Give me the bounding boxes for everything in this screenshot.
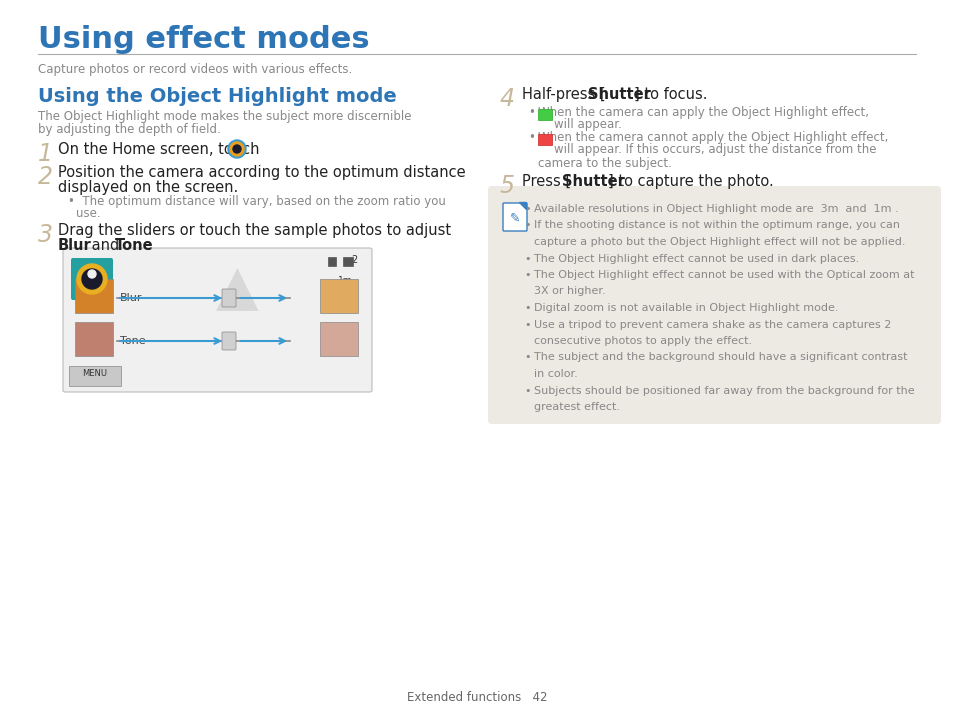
Text: •: • bbox=[523, 204, 530, 214]
FancyBboxPatch shape bbox=[75, 279, 112, 313]
FancyBboxPatch shape bbox=[69, 366, 121, 386]
Text: The subject and the background should have a significant contrast: The subject and the background should ha… bbox=[534, 353, 906, 362]
Text: Position the camera according to the optimum distance: Position the camera according to the opt… bbox=[58, 165, 465, 180]
FancyBboxPatch shape bbox=[75, 322, 112, 356]
Text: Digital zoom is not available in Object Highlight mode.: Digital zoom is not available in Object … bbox=[534, 303, 838, 313]
Text: The Object Highlight effect cannot be used in dark places.: The Object Highlight effect cannot be us… bbox=[534, 253, 859, 264]
Text: •: • bbox=[523, 220, 530, 230]
Text: and: and bbox=[87, 238, 124, 253]
Text: Blur: Blur bbox=[120, 293, 142, 303]
Circle shape bbox=[77, 264, 107, 294]
Text: Shutter: Shutter bbox=[561, 174, 624, 189]
FancyBboxPatch shape bbox=[537, 134, 552, 145]
Text: 4: 4 bbox=[499, 87, 515, 111]
Text: Available resolutions in Object Highlight mode are  3m  and  1m .: Available resolutions in Object Highligh… bbox=[534, 204, 898, 214]
Text: On the Home screen, touch: On the Home screen, touch bbox=[58, 142, 264, 157]
FancyBboxPatch shape bbox=[319, 322, 357, 356]
FancyBboxPatch shape bbox=[63, 248, 372, 392]
FancyBboxPatch shape bbox=[502, 203, 526, 231]
FancyBboxPatch shape bbox=[537, 109, 552, 120]
Text: When the camera cannot apply the Object Highlight effect,: When the camera cannot apply the Object … bbox=[537, 131, 887, 144]
Text: Use a tripod to prevent camera shake as the camera captures 2: Use a tripod to prevent camera shake as … bbox=[534, 320, 890, 330]
Text: 2: 2 bbox=[352, 255, 365, 265]
Text: Using the Object Highlight mode: Using the Object Highlight mode bbox=[38, 87, 396, 106]
Text: The Object Highlight effect cannot be used with the Optical zoom at: The Object Highlight effect cannot be us… bbox=[534, 270, 914, 280]
Circle shape bbox=[230, 142, 244, 156]
Text: •: • bbox=[523, 353, 530, 362]
Text: 3: 3 bbox=[38, 223, 53, 247]
Text: Shutter: Shutter bbox=[587, 87, 650, 102]
Text: Subjects should be positioned far away from the background for the: Subjects should be positioned far away f… bbox=[534, 385, 914, 395]
Text: •: • bbox=[523, 303, 530, 313]
Circle shape bbox=[233, 145, 241, 153]
Text: 2: 2 bbox=[38, 165, 53, 189]
Text: by adjusting the depth of field.: by adjusting the depth of field. bbox=[38, 123, 220, 136]
Text: will appear.: will appear. bbox=[554, 118, 621, 131]
Text: Extended functions   42: Extended functions 42 bbox=[406, 691, 547, 704]
Text: ] to focus.: ] to focus. bbox=[634, 87, 707, 102]
Circle shape bbox=[82, 269, 102, 289]
Text: MENU: MENU bbox=[82, 369, 108, 379]
Text: will appear. If this occurs, adjust the distance from the: will appear. If this occurs, adjust the … bbox=[554, 143, 876, 156]
Text: .: . bbox=[146, 238, 151, 253]
Text: ] to capture the photo.: ] to capture the photo. bbox=[607, 174, 773, 189]
Text: 5: 5 bbox=[499, 174, 515, 198]
Text: 1m: 1m bbox=[337, 276, 352, 285]
Text: Using effect modes: Using effect modes bbox=[38, 25, 369, 54]
Text: •: • bbox=[527, 106, 535, 119]
Text: Capture photos or record videos with various effects.: Capture photos or record videos with var… bbox=[38, 63, 352, 76]
FancyBboxPatch shape bbox=[222, 289, 235, 307]
Text: •: • bbox=[523, 253, 530, 264]
Text: Drag the sliders or touch the sample photos to adjust: Drag the sliders or touch the sample pho… bbox=[58, 223, 451, 238]
Text: When the camera can apply the Object Highlight effect,: When the camera can apply the Object Hig… bbox=[537, 106, 868, 119]
Text: Half-press [: Half-press [ bbox=[521, 87, 605, 102]
Text: consecutive photos to apply the effect.: consecutive photos to apply the effect. bbox=[534, 336, 751, 346]
FancyBboxPatch shape bbox=[71, 258, 112, 300]
Text: Blur: Blur bbox=[58, 238, 91, 253]
Text: camera to the subject.: camera to the subject. bbox=[537, 157, 671, 170]
Polygon shape bbox=[518, 202, 525, 209]
Text: Press [: Press [ bbox=[521, 174, 571, 189]
Text: •: • bbox=[523, 270, 530, 280]
Text: Tone: Tone bbox=[115, 238, 153, 253]
Text: If the shooting distance is not within the optimum range, you can: If the shooting distance is not within t… bbox=[534, 220, 899, 230]
Text: 1: 1 bbox=[38, 142, 53, 166]
FancyBboxPatch shape bbox=[319, 279, 357, 313]
Text: •: • bbox=[527, 131, 535, 144]
Text: ✎: ✎ bbox=[509, 212, 519, 225]
Text: use.: use. bbox=[76, 207, 100, 220]
Text: in color.: in color. bbox=[534, 369, 578, 379]
Text: •: • bbox=[523, 320, 530, 330]
Text: greatest effect.: greatest effect. bbox=[534, 402, 619, 412]
FancyBboxPatch shape bbox=[328, 257, 335, 266]
Text: 3X or higher.: 3X or higher. bbox=[534, 287, 605, 297]
FancyBboxPatch shape bbox=[488, 186, 940, 424]
Text: .: . bbox=[249, 142, 253, 157]
Text: capture a photo but the Object Highlight effect will not be applied.: capture a photo but the Object Highlight… bbox=[534, 237, 904, 247]
Text: The Object Highlight mode makes the subject more discernible: The Object Highlight mode makes the subj… bbox=[38, 110, 411, 123]
FancyBboxPatch shape bbox=[343, 257, 353, 266]
Text: •: • bbox=[523, 385, 530, 395]
FancyBboxPatch shape bbox=[222, 332, 235, 350]
Circle shape bbox=[228, 140, 246, 158]
Text: Tone: Tone bbox=[120, 336, 146, 346]
Circle shape bbox=[88, 270, 96, 278]
Text: displayed on the screen.: displayed on the screen. bbox=[58, 180, 238, 195]
Text: ▲: ▲ bbox=[215, 262, 258, 316]
Text: •  The optimum distance will vary, based on the zoom ratio you: • The optimum distance will vary, based … bbox=[68, 195, 445, 208]
